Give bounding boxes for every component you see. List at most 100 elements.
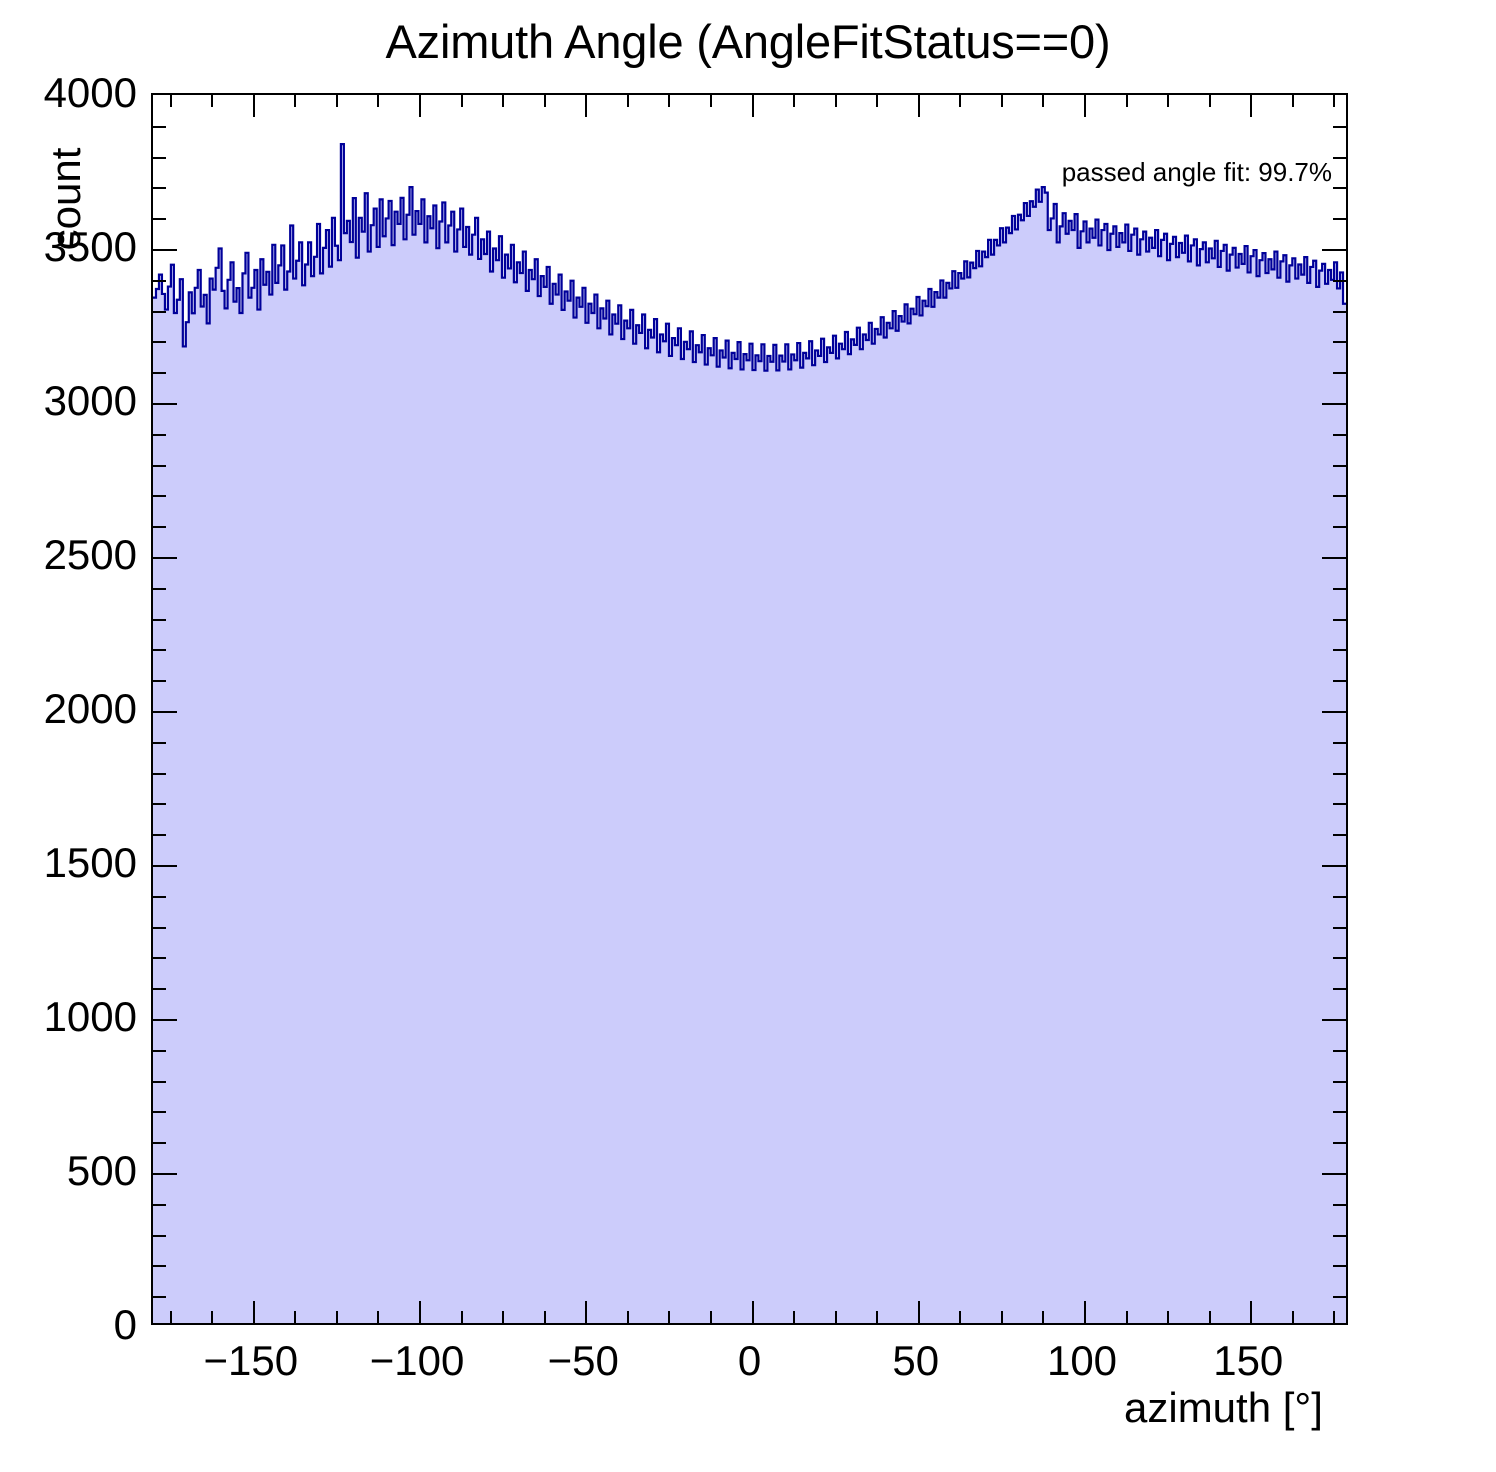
y-minor-tick-right [1333, 495, 1346, 498]
y-minor-tick-right [1333, 464, 1346, 467]
y-minor-tick-right [1333, 803, 1346, 806]
x-tick-label: −50 [547, 1337, 619, 1384]
y-minor-tick [153, 372, 166, 375]
y-minor-tick-right [1333, 618, 1346, 621]
y-tick-label: 4000 [43, 69, 137, 116]
x-major-tick-top [1084, 95, 1086, 117]
x-major-tick [1250, 1301, 1253, 1323]
y-minor-tick [153, 926, 166, 929]
y-minor-tick-right [1333, 772, 1346, 775]
y-minor-tick-right [1333, 988, 1346, 991]
y-minor-tick-right [1333, 341, 1346, 344]
y-minor-tick [153, 680, 166, 683]
y-minor-tick [153, 618, 166, 621]
x-minor-tick [626, 1311, 629, 1323]
y-tick-label: 0 [113, 1301, 137, 1348]
x-minor-tick-top [793, 95, 796, 107]
y-minor-tick [153, 218, 166, 221]
y-minor-tick [153, 834, 166, 837]
x-major-tick-top [1250, 95, 1253, 117]
y-minor-tick-right [1333, 834, 1346, 837]
y-minor-tick [153, 895, 166, 898]
y-minor-tick [153, 803, 166, 806]
y-minor-tick [153, 649, 166, 652]
x-minor-tick-top [1208, 95, 1211, 107]
x-tick-label: 50 [892, 1337, 940, 1384]
y-major-tick-right [1322, 865, 1346, 867]
x-minor-tick [294, 1311, 297, 1323]
x-major-tick-top [252, 95, 255, 117]
y-minor-tick [153, 1265, 166, 1268]
y-major-tick [153, 249, 177, 251]
y-minor-tick-right [1333, 649, 1346, 652]
y-major-tick [153, 557, 177, 559]
x-minor-tick-top [1291, 95, 1294, 107]
histogram-outline [153, 143, 1346, 372]
y-major-tick-right [1322, 711, 1346, 713]
x-minor-tick [169, 1311, 172, 1323]
y-minor-tick [153, 1203, 166, 1206]
y-minor-tick-right [1333, 125, 1346, 128]
x-minor-tick [1208, 1311, 1211, 1323]
histogram-fill [153, 144, 1346, 1323]
y-minor-tick-right [1333, 1111, 1346, 1114]
x-minor-tick-top [502, 95, 505, 107]
x-minor-tick [211, 1311, 214, 1323]
x-major-tick-top [917, 95, 920, 117]
x-minor-tick [377, 1311, 380, 1323]
x-major-tick-top [419, 95, 421, 117]
y-minor-tick-right [1333, 1265, 1346, 1268]
y-minor-tick-right [1333, 957, 1346, 960]
x-minor-tick-top [834, 95, 837, 107]
y-major-tick-right [1322, 557, 1346, 559]
y-minor-tick [153, 1142, 166, 1145]
y-minor-tick [153, 526, 166, 529]
x-minor-tick-top [668, 95, 671, 107]
y-minor-tick-right [1333, 1296, 1346, 1299]
y-minor-tick [153, 125, 166, 128]
x-minor-tick [502, 1311, 505, 1323]
x-major-tick [252, 1301, 255, 1323]
plot-frame: passed angle fit: 99.7% [151, 93, 1348, 1325]
y-minor-tick-right [1333, 279, 1346, 282]
x-minor-tick-top [876, 95, 879, 107]
x-minor-tick [1125, 1311, 1128, 1323]
y-minor-tick-right [1333, 680, 1346, 683]
x-minor-tick-top [335, 95, 338, 107]
x-minor-tick [460, 1311, 463, 1323]
y-minor-tick [153, 957, 166, 960]
x-minor-tick-top [1000, 95, 1003, 107]
x-minor-tick [1042, 1311, 1045, 1323]
y-minor-tick [153, 433, 166, 436]
x-minor-tick-top [959, 95, 962, 107]
y-minor-tick-right [1333, 187, 1346, 190]
y-minor-tick-right [1333, 741, 1346, 744]
y-tick-label: 3000 [43, 377, 137, 424]
x-minor-tick [1333, 1311, 1336, 1323]
y-minor-tick-right [1333, 372, 1346, 375]
x-major-tick [585, 1301, 588, 1323]
y-minor-tick-right [1333, 1234, 1346, 1237]
y-minor-tick [153, 587, 166, 590]
x-major-tick [917, 1301, 920, 1323]
y-tick-label: 2500 [43, 531, 137, 578]
y-minor-tick [153, 1234, 166, 1237]
y-minor-tick [153, 279, 166, 282]
x-minor-tick-top [1125, 95, 1128, 107]
y-major-tick [153, 865, 177, 867]
y-minor-tick [153, 988, 166, 991]
x-minor-tick-top [1333, 95, 1336, 107]
y-minor-tick-right [1333, 310, 1346, 313]
x-minor-tick [1291, 1311, 1294, 1323]
y-tick-label: 1000 [43, 993, 137, 1040]
x-minor-tick [668, 1311, 671, 1323]
x-minor-tick-top [169, 95, 172, 107]
x-major-tick [419, 1301, 421, 1323]
x-minor-tick [876, 1311, 879, 1323]
x-major-tick-top [585, 95, 588, 117]
y-minor-tick-right [1333, 1080, 1346, 1083]
y-major-tick-right [1322, 403, 1346, 405]
x-minor-tick-top [460, 95, 463, 107]
y-major-tick-right [1322, 1173, 1346, 1175]
y-major-tick-right [1322, 249, 1346, 251]
